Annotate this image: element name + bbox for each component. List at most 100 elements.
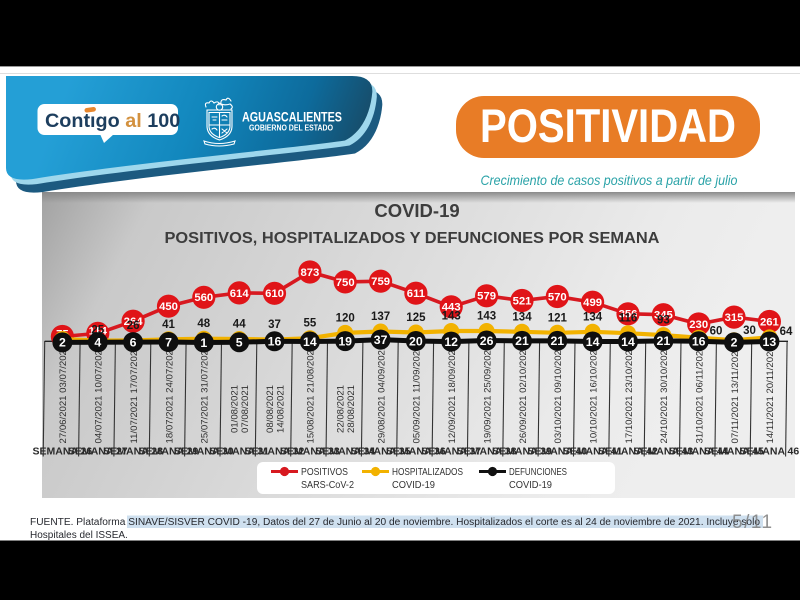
- svg-text:125: 125: [406, 312, 426, 324]
- svg-text:25/07/2021 31/07/2021: 25/07/2021 31/07/2021: [200, 345, 211, 444]
- svg-text:03/10/2021 09/10/2021: 03/10/2021 09/10/2021: [553, 345, 564, 444]
- svg-text:48: 48: [197, 318, 210, 330]
- svg-text:55: 55: [304, 318, 317, 330]
- svg-text:19/09/2021 25/09/2021: 19/09/2021 25/09/2021: [482, 345, 493, 444]
- svg-text:24/10/2021 30/10/2021: 24/10/2021 30/10/2021: [659, 345, 670, 444]
- svg-text:HOSPITALIZADOS: HOSPITALIZADOS: [392, 466, 463, 478]
- svg-text:14/08/2021: 14/08/2021: [276, 385, 287, 433]
- svg-text:SEMANA 46: SEMANA 46: [740, 446, 800, 458]
- svg-text:1: 1: [200, 336, 207, 350]
- svg-text:18/07/2021 24/07/2021: 18/07/2021 24/07/2021: [164, 345, 175, 444]
- svg-text:143: 143: [442, 311, 461, 323]
- svg-text:64: 64: [780, 326, 793, 338]
- svg-text:SEMANA 38: SEMANA 38: [457, 446, 517, 458]
- svg-text:44: 44: [233, 319, 246, 331]
- svg-text:14/11/2021 20/11/2021: 14/11/2021 20/11/2021: [765, 346, 776, 443]
- svg-text:264: 264: [124, 316, 144, 328]
- svg-text:SEMANA 32: SEMANA 32: [245, 446, 305, 458]
- svg-text:14: 14: [586, 335, 600, 349]
- svg-text:SEMANA 34: SEMANA 34: [315, 446, 375, 458]
- svg-text:SEMANA 33: SEMANA 33: [280, 446, 340, 458]
- svg-text:614: 614: [230, 288, 250, 300]
- svg-text:14: 14: [621, 335, 635, 349]
- svg-text:345: 345: [654, 310, 673, 322]
- svg-text:13: 13: [763, 335, 777, 349]
- svg-text:SEMANA 29: SEMANA 29: [139, 446, 199, 458]
- svg-text:Contıgo al 100: Contıgo al 100: [45, 110, 180, 132]
- svg-text:12: 12: [444, 335, 458, 349]
- svg-text:26: 26: [127, 320, 140, 332]
- svg-text:60: 60: [710, 326, 723, 338]
- svg-text:560: 560: [194, 292, 213, 304]
- svg-text:SEMANA 44: SEMANA 44: [669, 446, 729, 458]
- svg-text:134: 134: [512, 311, 532, 323]
- svg-text:FUENTE. Plataforma SINAVE/SISV: FUENTE. Plataforma SINAVE/SISVER COVID -…: [30, 517, 760, 528]
- svg-text:4: 4: [94, 336, 101, 350]
- svg-text:134: 134: [583, 311, 603, 323]
- svg-text:Crecimiento de casos positivos: Crecimiento de casos positivos a partir …: [481, 172, 738, 188]
- svg-text:6: 6: [130, 335, 137, 349]
- svg-text:16: 16: [268, 335, 282, 349]
- svg-text:499: 499: [583, 297, 602, 309]
- svg-text:POSITIVOS: POSITIVOS: [301, 466, 348, 478]
- svg-text:143: 143: [477, 311, 496, 323]
- svg-text:21: 21: [550, 334, 564, 348]
- svg-text:16: 16: [692, 335, 706, 349]
- svg-text:19: 19: [338, 334, 352, 348]
- svg-text:30: 30: [743, 325, 756, 337]
- svg-text:COVID-19: COVID-19: [509, 479, 552, 491]
- svg-text:12/09/2021 18/09/2021: 12/09/2021 18/09/2021: [447, 345, 458, 444]
- svg-text:01/08/2021: 01/08/2021: [230, 385, 241, 433]
- svg-text:SEMANA 39: SEMANA 39: [492, 446, 552, 458]
- svg-text:15/08/2021 21/08/2021: 15/08/2021 21/08/2021: [306, 345, 317, 444]
- svg-text:261: 261: [760, 316, 779, 328]
- svg-text:COVID-19: COVID-19: [374, 200, 459, 221]
- svg-text:22/08/2021: 22/08/2021: [336, 385, 347, 433]
- svg-text:SEMANA 45: SEMANA 45: [704, 446, 764, 458]
- svg-text:SEMANA 43: SEMANA 43: [634, 446, 694, 458]
- svg-text:GOBIERNO DEL ESTADO: GOBIERNO DEL ESTADO: [249, 123, 333, 133]
- svg-text:SEMANA 36: SEMANA 36: [386, 446, 446, 458]
- svg-text:DEFUNCIONES: DEFUNCIONES: [509, 466, 567, 478]
- svg-text:443: 443: [442, 302, 461, 314]
- svg-text:08/08/2021: 08/08/2021: [265, 385, 276, 433]
- svg-text:28/08/2021: 28/08/2021: [346, 385, 357, 433]
- svg-text:2: 2: [731, 336, 738, 350]
- svg-text:37: 37: [374, 333, 388, 347]
- svg-text:SEMANA 40: SEMANA 40: [527, 446, 587, 458]
- svg-text:120: 120: [336, 312, 355, 324]
- svg-text:610: 610: [265, 288, 284, 300]
- svg-text:SEMANA 27: SEMANA 27: [68, 446, 128, 458]
- svg-text:POSITIVOS, HOSPITALIZADOS Y DE: POSITIVOS, HOSPITALIZADOS Y DEFUNCIONES …: [165, 230, 660, 247]
- svg-text:SEMANA 30: SEMANA 30: [174, 446, 234, 458]
- svg-text:450: 450: [159, 301, 178, 313]
- svg-text:37: 37: [268, 319, 281, 331]
- svg-text:750: 750: [336, 277, 355, 289]
- svg-text:20: 20: [409, 334, 423, 348]
- svg-text:21: 21: [657, 334, 671, 348]
- svg-text:759: 759: [371, 276, 390, 288]
- svg-text:873: 873: [300, 267, 319, 279]
- svg-text:07/11/2021 13/11/2021: 07/11/2021 13/11/2021: [730, 346, 741, 443]
- svg-text:93: 93: [657, 315, 670, 327]
- svg-text:137: 137: [371, 311, 390, 323]
- svg-text:7: 7: [165, 335, 172, 349]
- svg-text:SEMANA 26: SEMANA 26: [33, 446, 93, 458]
- svg-text:5/11: 5/11: [732, 512, 774, 533]
- svg-text:SARS-CoV-2: SARS-CoV-2: [301, 479, 354, 491]
- svg-text:579: 579: [477, 291, 496, 303]
- svg-text:14: 14: [303, 335, 317, 349]
- svg-text:2: 2: [59, 336, 66, 350]
- svg-text:AGUASCALIENTES: AGUASCALIENTES: [242, 110, 342, 125]
- svg-text:SEMANA 35: SEMANA 35: [351, 446, 411, 458]
- svg-text:26/09/2021 02/10/2021: 26/09/2021 02/10/2021: [518, 345, 529, 444]
- svg-text:31/10/2021 06/11/2021: 31/10/2021 06/11/2021: [695, 346, 706, 444]
- svg-text:41: 41: [162, 319, 175, 331]
- svg-text:5: 5: [236, 336, 243, 350]
- svg-text:04/07/2021 10/07/2021: 04/07/2021 10/07/2021: [94, 345, 105, 444]
- svg-text:SEMANA 41: SEMANA 41: [563, 446, 623, 458]
- svg-text:356: 356: [619, 309, 638, 321]
- svg-text:10/10/2021 16/10/2021: 10/10/2021 16/10/2021: [588, 345, 599, 444]
- svg-text:26: 26: [480, 334, 494, 348]
- svg-text:SEMANA 42: SEMANA 42: [598, 446, 658, 458]
